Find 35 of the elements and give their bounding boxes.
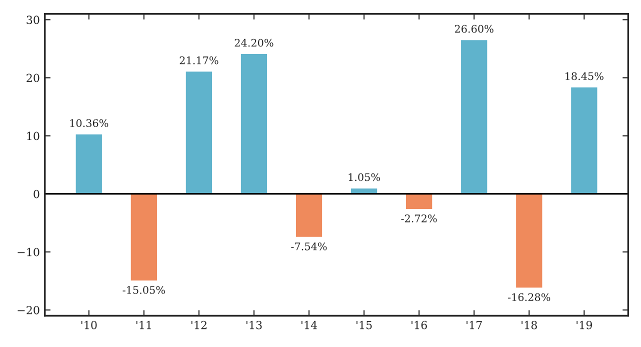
y-tick-label: 10 <box>27 132 40 140</box>
bar <box>74 133 104 195</box>
data-label: -16.28% <box>508 293 550 302</box>
y-tick-label: 20 <box>26 74 40 82</box>
x-tick-label: '19 <box>576 320 592 330</box>
data-label: -7.54% <box>291 242 327 250</box>
data-label: -2.72% <box>401 214 437 222</box>
y-tick-label: −10 <box>18 248 40 256</box>
data-label: 24.20% <box>234 38 274 47</box>
x-tick-label: '17 <box>466 320 482 330</box>
data-label: 18.45% <box>566 72 604 80</box>
x-tick-label: '18 <box>522 320 537 330</box>
data-label: 21.17% <box>180 56 218 64</box>
bar <box>294 193 324 238</box>
y-tick-label: −20 <box>18 306 40 314</box>
data-label: -15.05% <box>122 286 165 294</box>
x-tick-label: '16 <box>412 320 427 330</box>
data-label: 1.05% <box>348 173 380 182</box>
bar <box>514 193 544 290</box>
bar <box>404 193 434 210</box>
y-tick-label: 0 <box>34 190 40 198</box>
x-tick-label: '11 <box>136 320 151 330</box>
x-tick-label: '12 <box>191 320 206 330</box>
data-label: 10.36% <box>70 119 108 128</box>
bar <box>570 86 599 195</box>
bar <box>129 193 158 282</box>
x-tick-label: '10 <box>81 320 97 330</box>
bar <box>460 38 489 195</box>
x-tick-label: '15 <box>356 320 372 330</box>
bar <box>240 52 268 195</box>
x-tick-label: '14 <box>302 320 318 330</box>
data-label: 26.60% <box>454 24 494 33</box>
y-tick-label: 30 <box>26 16 40 24</box>
bar <box>184 70 214 195</box>
x-tick-label: '13 <box>246 320 262 330</box>
